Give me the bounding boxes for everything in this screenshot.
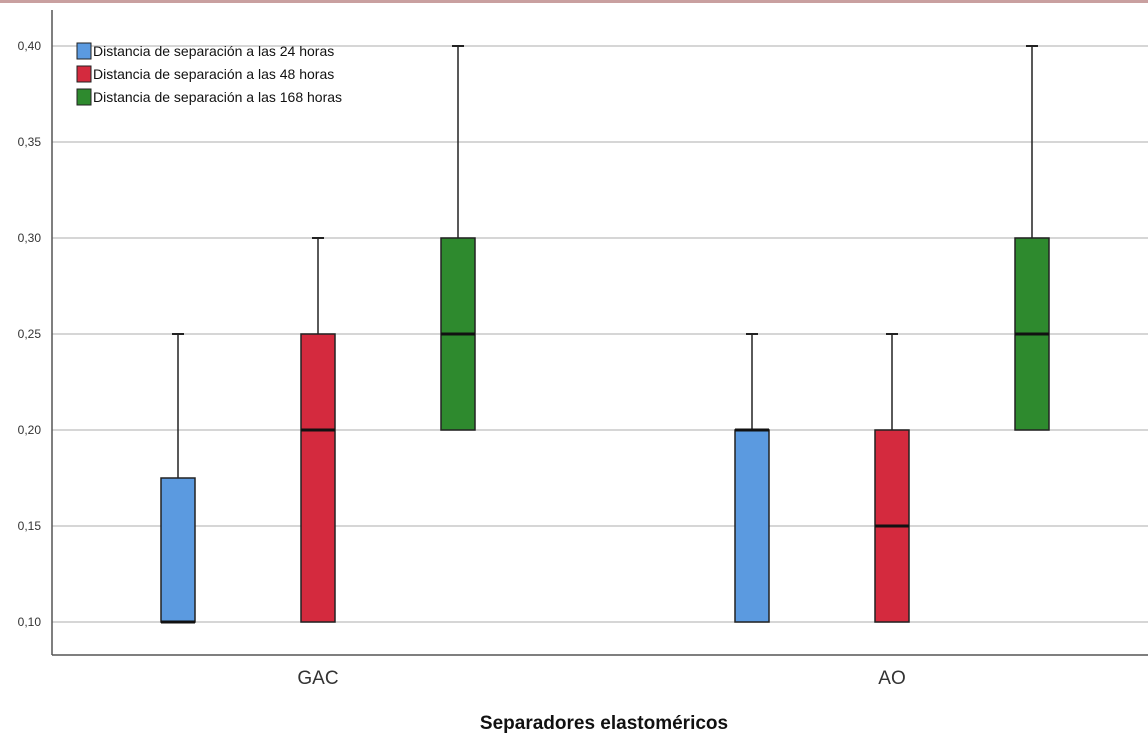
y-tick-label: 0,35 (18, 135, 42, 149)
legend-label: Distancia de separación a las 168 horas (93, 89, 342, 105)
legend: Distancia de separación a las 24 horas Di… (76, 42, 342, 106)
legend-label: Distancia de separación a las 48 horas (93, 66, 334, 82)
x-category-label: AO (878, 668, 905, 689)
legend-label: Distancia de separación a las 24 horas (93, 43, 334, 59)
y-tick-label: 0,25 (18, 327, 42, 341)
box-gac-1 (160, 333, 196, 624)
y-tick-label: 0,15 (18, 519, 42, 533)
boxes (160, 45, 1050, 624)
legend-item: Distancia de separación a las 48 horas (76, 65, 334, 83)
legend-item: Distancia de separación a las 168 horas (76, 88, 342, 106)
box-gac-3 (440, 45, 476, 431)
y-tick-label: 0,20 (18, 423, 42, 437)
y-tick-labels: 0,10 0,15 0,20 0,25 0,30 0,35 0,40 (18, 39, 42, 629)
gridlines (52, 45, 1148, 623)
box-ao-2 (874, 333, 910, 623)
box-ao-1 (734, 333, 770, 623)
x-category-labels: GAC AO (297, 668, 905, 689)
box-gac-2 (300, 237, 336, 623)
x-axis-title: Separadores elastoméricos (480, 713, 728, 734)
box-rect (734, 429, 770, 623)
legend-swatch (76, 42, 92, 60)
top-border-rule (0, 0, 1148, 3)
box-ao-3 (1014, 45, 1050, 431)
legend-swatch (76, 65, 92, 83)
box-rect (160, 477, 196, 623)
y-tick-label: 0,30 (18, 231, 42, 245)
box-rect (300, 333, 336, 623)
y-tick-label: 0,10 (18, 615, 42, 629)
x-category-label: GAC (297, 668, 338, 689)
y-tick-label: 0,40 (18, 39, 42, 53)
legend-item: Distancia de separación a las 24 horas (76, 42, 334, 60)
axes (51, 10, 1148, 656)
legend-swatch (76, 88, 92, 106)
